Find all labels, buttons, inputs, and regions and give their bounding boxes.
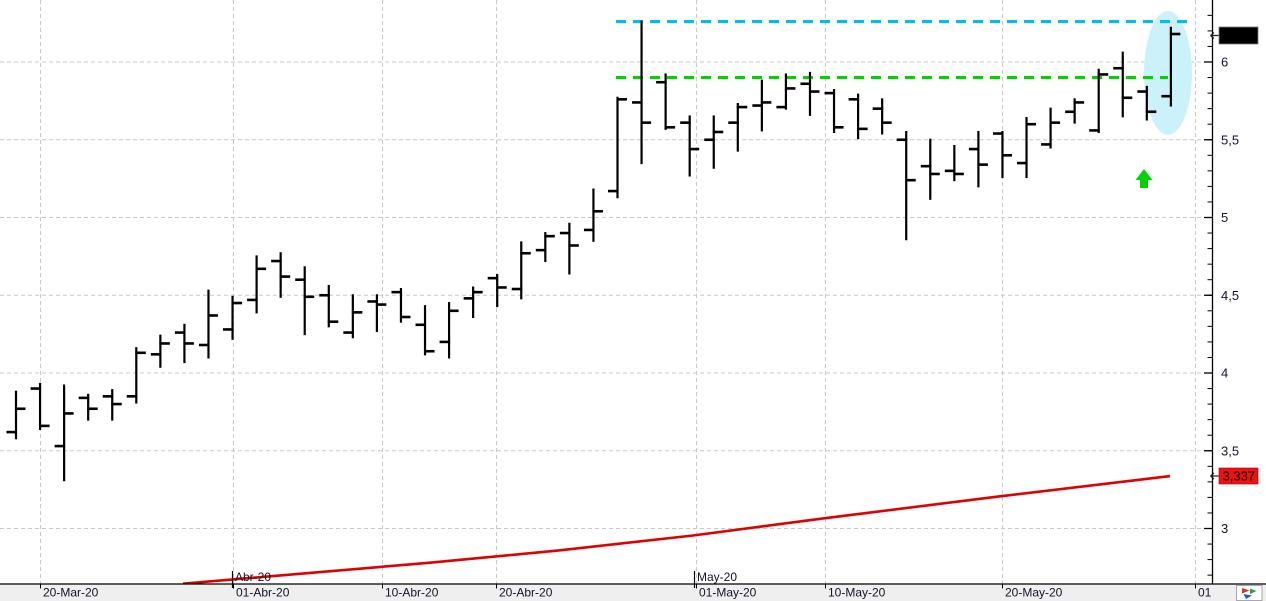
ohlc-bar bbox=[896, 130, 916, 241]
x-tick-label: 20-Mar-20 bbox=[43, 586, 99, 600]
month-label-abr: Abr-20 bbox=[235, 570, 271, 584]
ohlc-bar bbox=[30, 382, 50, 430]
ohlc-bar bbox=[992, 130, 1012, 179]
price-bars bbox=[6, 20, 1181, 482]
y-axis[interactable] bbox=[1204, 0, 1214, 584]
x-tick-label: 10-Abr-20 bbox=[385, 586, 439, 600]
ohlc-bar bbox=[415, 305, 435, 356]
ohlc-bar bbox=[391, 288, 411, 323]
x-tick-label: 01 bbox=[1198, 586, 1212, 600]
ohlc-bar bbox=[1017, 116, 1037, 179]
ohlc-bar bbox=[247, 255, 267, 314]
ohlc-bar bbox=[102, 389, 122, 421]
ohlc-bar bbox=[223, 295, 243, 340]
last-price-box bbox=[1218, 26, 1259, 45]
y-tick-label: 5,5 bbox=[1221, 132, 1239, 147]
logo-button[interactable] bbox=[1236, 585, 1263, 601]
ohlc-bar bbox=[752, 79, 772, 132]
ohlc-bar bbox=[535, 232, 555, 263]
ohlc-bar bbox=[872, 98, 892, 135]
ohlc-bar bbox=[54, 384, 74, 482]
ohlc-bar bbox=[680, 115, 700, 177]
plot-area[interactable] bbox=[0, 0, 1212, 584]
x-axis-strip[interactable] bbox=[0, 584, 1266, 601]
ohlc-bar bbox=[944, 144, 964, 182]
month-label-may: May-20 bbox=[697, 570, 737, 584]
ohlc-bar bbox=[704, 115, 724, 169]
ohlc-bar bbox=[1065, 98, 1085, 124]
trend-value-pointer-icon bbox=[1210, 472, 1219, 480]
ohlc-bar bbox=[583, 188, 603, 242]
ohlc-bar bbox=[126, 347, 146, 404]
ohlc-bar bbox=[6, 390, 26, 440]
axis-labels: Abr-20 May-20 6 5,5 5 4,5 4 3,5 3 20-Mar-20 01-A… bbox=[43, 55, 1239, 600]
logo-green-flag-icon bbox=[1250, 588, 1257, 594]
ohlc-bar bbox=[800, 71, 820, 116]
ohlc-bar bbox=[439, 302, 459, 359]
last-price-pointer-icon bbox=[1210, 32, 1219, 39]
ohlc-bar bbox=[174, 323, 194, 364]
ohlc-bar bbox=[367, 294, 387, 333]
ohlc-bar bbox=[824, 88, 844, 133]
y-tick-label: 3 bbox=[1221, 521, 1228, 536]
ohlc-bar bbox=[776, 73, 796, 110]
ohlc-bar bbox=[198, 289, 218, 359]
ohlc-bar bbox=[150, 334, 170, 368]
y-tick-label: 4 bbox=[1221, 366, 1228, 381]
ohlc-bar bbox=[656, 73, 676, 130]
buy-signal-arrow-icon bbox=[1135, 169, 1153, 188]
logo-red-flag-icon bbox=[1242, 588, 1250, 594]
ohlc-bar bbox=[1137, 85, 1157, 121]
logo-blue-arrow-icon bbox=[1243, 594, 1252, 599]
ohlc-bar bbox=[848, 93, 868, 140]
gridlines bbox=[0, 0, 1212, 584]
ohlc-bar bbox=[295, 266, 315, 336]
ohlc-bar bbox=[463, 286, 483, 319]
ohlc-bar bbox=[559, 222, 579, 275]
ohlc-bar bbox=[1089, 68, 1109, 133]
ohlc-bar bbox=[78, 393, 98, 421]
trend-line bbox=[182, 474, 1171, 585]
ohlc-bar bbox=[343, 294, 363, 339]
y-tick-label: 4,5 bbox=[1221, 288, 1239, 303]
trend-value-box bbox=[1218, 467, 1259, 485]
x-tick-label: 20-Abr-20 bbox=[499, 586, 553, 600]
ohlc-bar bbox=[319, 284, 339, 328]
x-tick-label: 01-May-20 bbox=[699, 586, 757, 600]
ohlc-bar bbox=[487, 274, 507, 308]
trend-value-label: 3,337 bbox=[1223, 469, 1256, 484]
ohlc-bar bbox=[920, 138, 940, 200]
overlay-lines bbox=[182, 19, 1192, 585]
x-axis[interactable] bbox=[0, 571, 1266, 601]
up-arrow-icon bbox=[1135, 169, 1153, 188]
logo-button-frame[interactable] bbox=[1236, 585, 1263, 601]
y-tick-label: 6 bbox=[1221, 55, 1228, 70]
ohlc-bar bbox=[1041, 107, 1061, 149]
x-tick-label: 01-Abr-20 bbox=[236, 586, 290, 600]
ohlc-bar bbox=[608, 96, 627, 199]
ohlc-bar bbox=[1161, 26, 1181, 107]
x-tick-label: 20-May-20 bbox=[1005, 586, 1063, 600]
ohlc-bar bbox=[1113, 51, 1133, 118]
ohlc-bar bbox=[728, 102, 748, 152]
ohlc-bar bbox=[968, 130, 988, 188]
ohlc-bar bbox=[632, 20, 652, 165]
price-markers: 3,337 bbox=[1210, 26, 1259, 485]
highlight-ellipse-layer bbox=[1144, 11, 1192, 135]
highlight-ellipse bbox=[1144, 11, 1192, 135]
ohlc-bar bbox=[511, 241, 531, 300]
ohlc-bar bbox=[271, 252, 291, 298]
x-tick-label: 10-May-20 bbox=[828, 586, 886, 600]
y-tick-label: 3,5 bbox=[1221, 443, 1239, 458]
y-tick-label: 5 bbox=[1221, 210, 1228, 225]
